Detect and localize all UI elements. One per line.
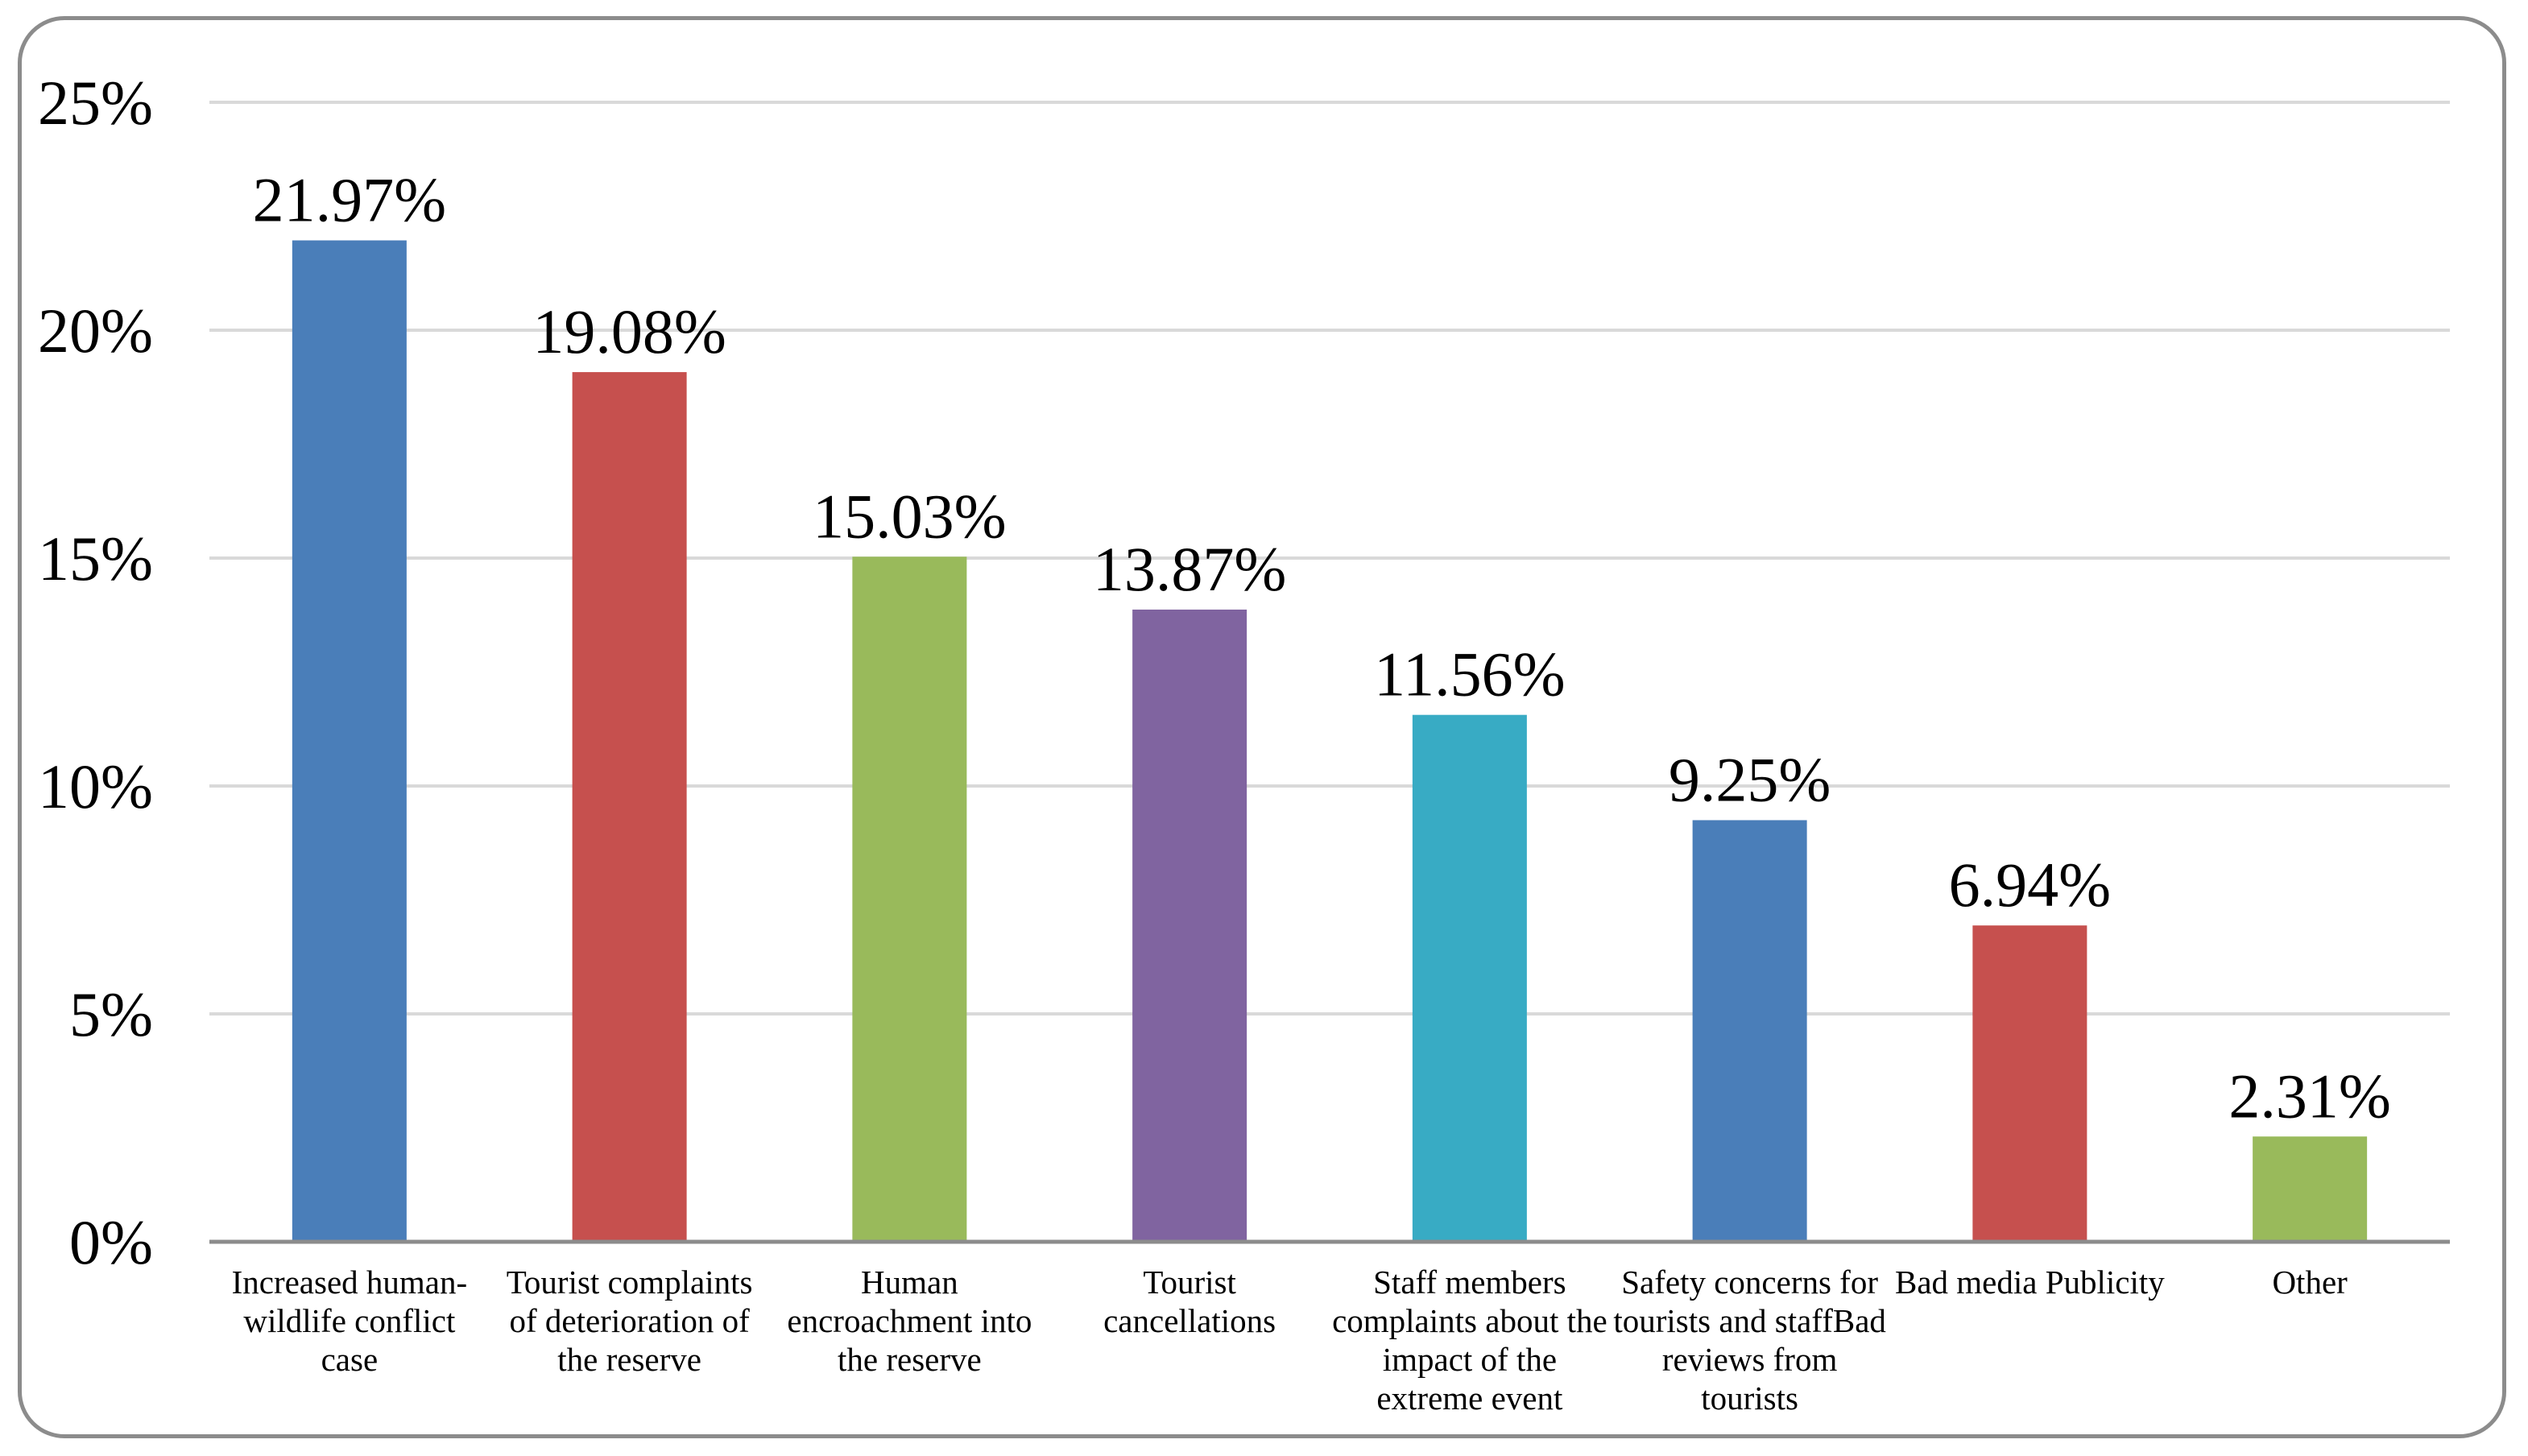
- category-label: Increased human-wildlife conflict case: [232, 1264, 468, 1378]
- category-label-line: reviews from: [1662, 1341, 1838, 1378]
- category-label: Other: [2272, 1264, 2348, 1301]
- bar: [852, 556, 967, 1242]
- gridlines: [209, 101, 2450, 1015]
- category-label-line: impact of the: [1383, 1341, 1557, 1378]
- bar: [2253, 1136, 2368, 1242]
- y-tick-label: 5%: [69, 979, 153, 1049]
- category-label: Safety concerns for tourists and staffBad…: [1613, 1264, 1886, 1417]
- data-label: 11.56%: [1374, 639, 1566, 709]
- data-label: 9.25%: [1669, 744, 1831, 814]
- y-tick-label: 25%: [38, 68, 153, 138]
- category-label-line: tourists: [1701, 1379, 1798, 1417]
- bars: [292, 240, 2368, 1242]
- chart-frame: [18, 16, 2506, 1438]
- category-label-line: Staff members: [1373, 1264, 1566, 1301]
- category-label-line: Bad media Publicity: [1895, 1264, 2165, 1301]
- category-label-line: encroachment into: [787, 1302, 1032, 1339]
- category-label-line: wildlife conflict: [243, 1302, 456, 1339]
- data-label: 19.08%: [532, 296, 726, 366]
- category-label-line: tourists and staffBad: [1613, 1302, 1886, 1339]
- y-tick-label: 0%: [69, 1207, 153, 1277]
- bar: [292, 240, 407, 1242]
- category-label: Tourist complaints of deterioration of the…: [507, 1264, 753, 1378]
- category-label-line: extreme event: [1376, 1379, 1563, 1417]
- data-label: 21.97%: [253, 164, 446, 234]
- category-label: Tourist cancellations: [1103, 1264, 1276, 1339]
- data-label: 13.87%: [1093, 534, 1286, 604]
- category-label-line: cancellations: [1103, 1302, 1276, 1339]
- bar: [1412, 714, 1527, 1242]
- bar: [1132, 609, 1247, 1242]
- y-axis-ticks: 0% 5% 10% 15% 20% 25%: [38, 68, 153, 1277]
- category-label-line: case: [321, 1341, 379, 1378]
- bar: [1972, 925, 2087, 1242]
- category-label-line: Safety concerns for: [1621, 1264, 1878, 1301]
- category-label-line: complaints about the: [1332, 1302, 1607, 1339]
- category-label-line: Other: [2272, 1264, 2348, 1301]
- category-label: Bad media Publicity: [1895, 1264, 2165, 1301]
- data-label: 15.03%: [813, 481, 1006, 551]
- data-labels: 21.97% 19.08% 15.03% 13.87% 11.56% 9.25% 6.94%…: [253, 164, 2391, 1131]
- category-label-line: Tourist: [1143, 1264, 1236, 1301]
- bar: [1692, 820, 1807, 1242]
- category-label-line: the reserve: [838, 1341, 982, 1378]
- category-label: Staff members complaints about the impact …: [1332, 1264, 1607, 1417]
- y-tick-label: 20%: [38, 296, 153, 366]
- y-tick-label: 15%: [38, 523, 153, 594]
- category-label-line: Increased human-: [232, 1264, 468, 1301]
- y-tick-label: 10%: [38, 751, 153, 821]
- bar: [572, 372, 687, 1242]
- category-label-line: Human: [861, 1264, 958, 1301]
- category-label-line: of deterioration of: [509, 1302, 750, 1339]
- category-label-line: the reserve: [557, 1341, 701, 1378]
- category-label-line: Tourist complaints: [507, 1264, 753, 1301]
- data-label: 2.31%: [2228, 1061, 2390, 1131]
- category-labels: Increased human-wildlife conflict case Tou…: [232, 1264, 2348, 1417]
- category-label: Human encroachment into the reserve: [787, 1264, 1032, 1378]
- data-label: 6.94%: [1949, 850, 2111, 920]
